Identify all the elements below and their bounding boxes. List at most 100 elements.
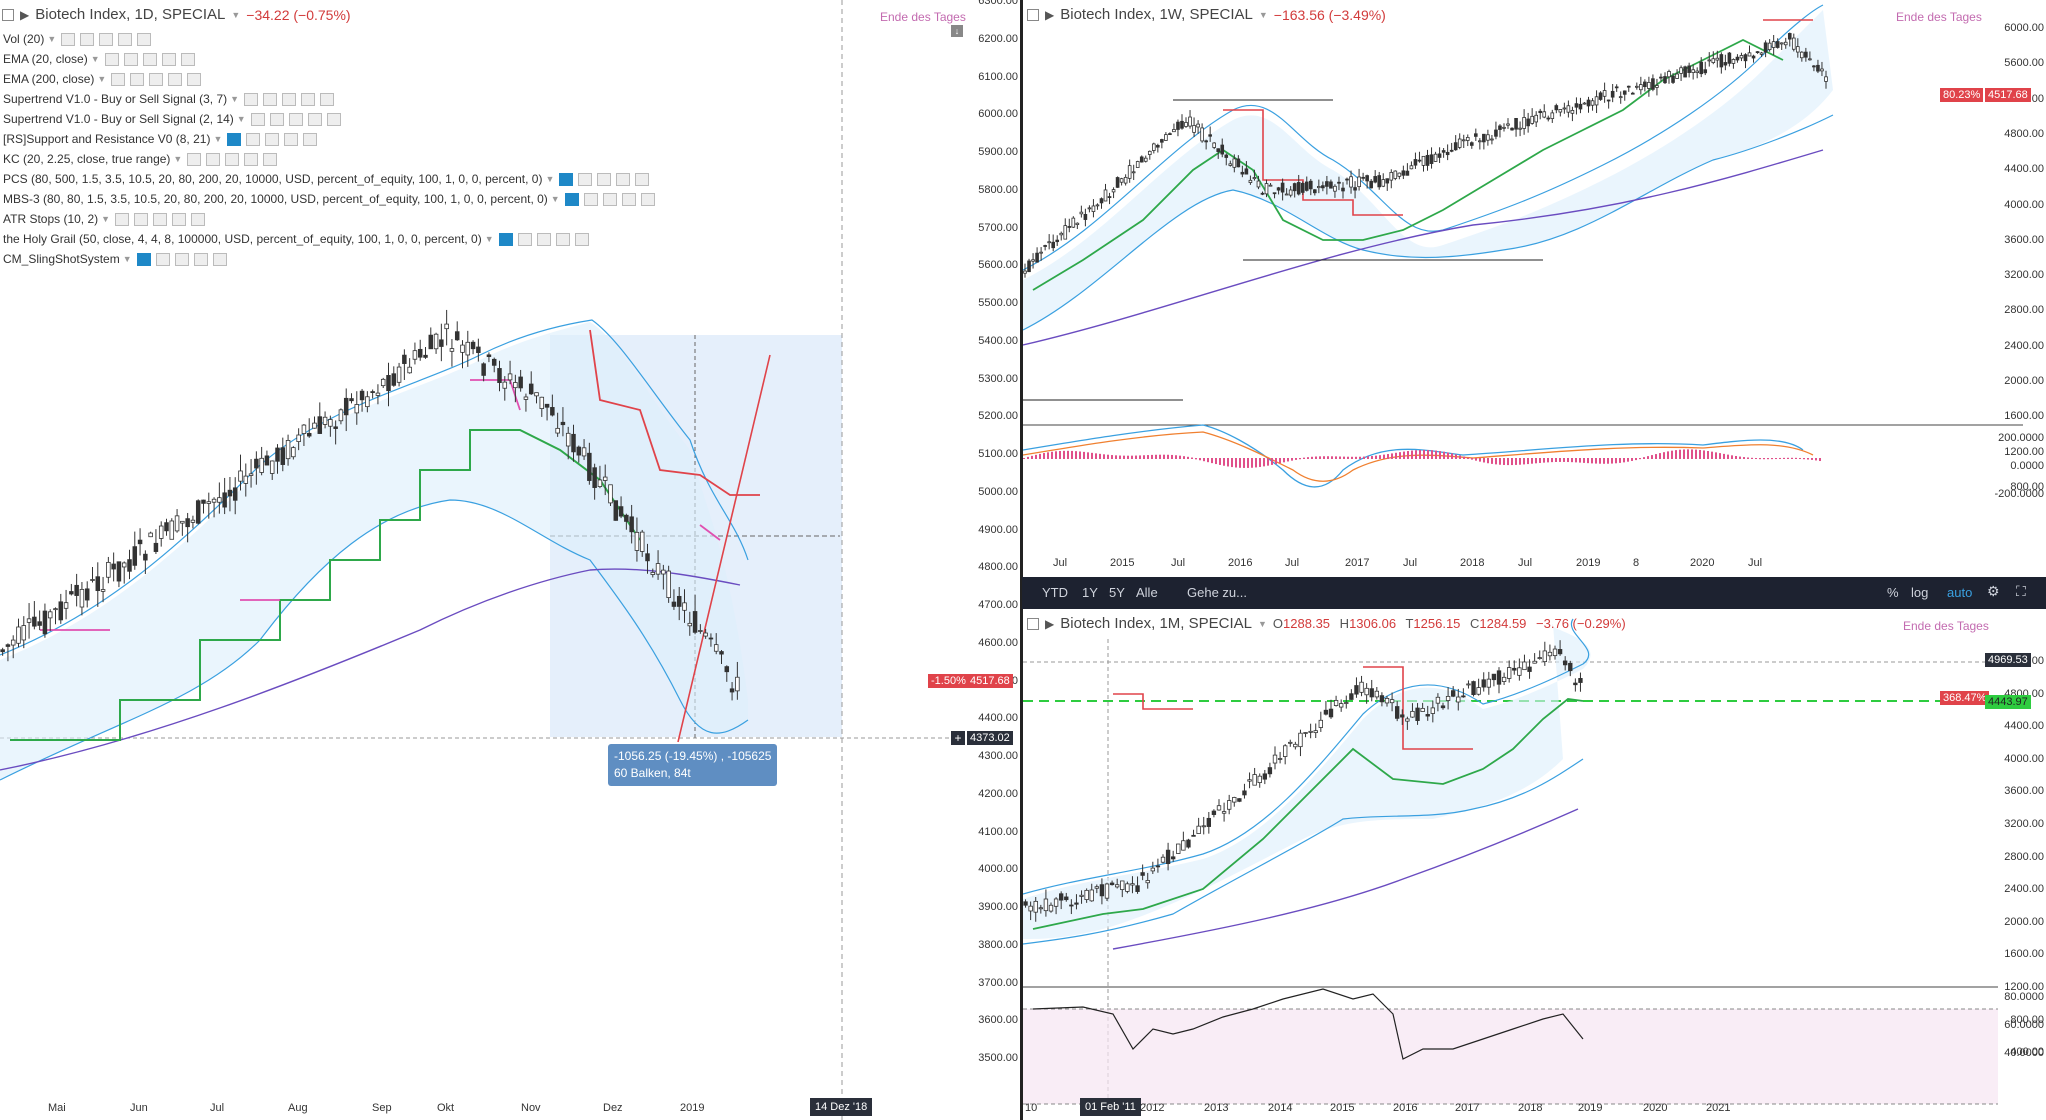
weekly-y-axis[interactable]: 6000.005600.005200.004800.004400.004000.… (1994, 0, 2046, 545)
monthly-chart-canvas[interactable] (1023, 609, 2046, 1120)
source-icon[interactable] (602, 192, 617, 206)
weekly-chart-title[interactable]: Biotech Index, 1W, SPECIAL (1060, 6, 1253, 23)
daily-chart-title[interactable]: Biotech Index, 1D, SPECIAL (35, 6, 226, 23)
close-icon[interactable] (180, 52, 195, 66)
source-icon[interactable] (149, 72, 164, 86)
add-icon[interactable] (307, 112, 322, 126)
range-all[interactable]: Alle (1136, 585, 1158, 600)
source-icon[interactable] (99, 32, 114, 46)
eye-icon[interactable] (498, 232, 513, 246)
add-icon[interactable] (118, 32, 133, 46)
chevron-down-icon[interactable]: ▼ (47, 34, 57, 44)
weekly-chart-panel[interactable]: ▶ Biotech Index, 1W, SPECIAL ▼ −163.56 (… (1023, 0, 2046, 577)
chevron-down-icon[interactable]: ▼ (231, 9, 241, 20)
indicator-label[interactable]: [RS]Support and Resistance V0 (8, 21) (3, 132, 211, 146)
indicator-label[interactable]: EMA (200, close) (3, 72, 95, 86)
indicator-label[interactable]: KC (20, 2.25, close, true range) (3, 152, 171, 166)
monthly-chart-title[interactable]: Biotech Index, 1M, SPECIAL (1060, 615, 1252, 632)
range-ytd[interactable]: YTD (1042, 585, 1068, 600)
settings-icon[interactable] (155, 252, 170, 266)
add-icon[interactable] (244, 152, 259, 166)
log-toggle[interactable]: log (1911, 585, 1929, 600)
range-5y[interactable]: 5Y (1109, 585, 1125, 600)
indicator-label[interactable]: ATR Stops (10, 2) (3, 212, 99, 226)
eye-icon[interactable] (115, 212, 130, 226)
eye-icon[interactable] (250, 112, 265, 126)
indicator-row[interactable]: ATR Stops (10, 2) ▼ (3, 212, 206, 226)
settings-icon[interactable] (123, 52, 138, 66)
settings-icon[interactable] (583, 192, 598, 206)
indicator-label[interactable]: Supertrend V1.0 - Buy or Sell Signal (2,… (3, 112, 234, 126)
source-icon[interactable] (282, 92, 297, 106)
add-icon[interactable]: + (951, 731, 965, 745)
chevron-down-icon[interactable]: ▼ (545, 174, 555, 184)
settings-icon[interactable] (263, 92, 278, 106)
indicator-row[interactable]: Supertrend V1.0 - Buy or Sell Signal (3,… (3, 92, 335, 106)
source-icon[interactable] (288, 112, 303, 126)
monthly-chart-panel[interactable]: ▶ Biotech Index, 1M, SPECIAL ▼ O1288.35 … (1023, 609, 2046, 1120)
daily-y-axis[interactable]: 6300.00 6200.00 6100.00 6000.00 5900.00 5800.… (968, 0, 1020, 1100)
close-icon[interactable] (187, 72, 202, 86)
goto-date-button[interactable]: Gehe zu... (1187, 585, 1247, 600)
source-icon[interactable] (265, 132, 280, 146)
source-icon[interactable] (225, 152, 240, 166)
settings-icon[interactable] (206, 152, 221, 166)
weekly-x-axis[interactable]: Jul 2015 Jul 2016 Jul 2017 Jul 2018 Jul 2019 8 2020… (1023, 553, 1994, 575)
indicator-row[interactable]: CM_SlingShotSystem ▼ (3, 252, 227, 266)
close-icon[interactable] (137, 32, 152, 46)
percent-toggle[interactable]: % (1887, 585, 1899, 600)
add-icon[interactable] (172, 212, 187, 226)
monthly-y-axis[interactable]: 5200.004800.004400.004000.003600.003200.… (1994, 609, 2046, 1109)
chevron-down-icon[interactable]: ▼ (97, 74, 107, 84)
indicator-label[interactable]: CM_SlingShotSystem (3, 252, 120, 266)
eye-icon[interactable] (187, 152, 202, 166)
close-icon[interactable] (320, 92, 335, 106)
eye-icon[interactable] (111, 72, 126, 86)
settings-icon[interactable] (80, 32, 95, 46)
collapse-icon[interactable] (1027, 8, 1039, 21)
monthly-x-axis[interactable]: 10 2012 2013 2014 2015 2016 2017 2018 2019 2020 20… (1023, 1098, 1994, 1120)
daily-x-axis[interactable]: Mai Jun Jul Aug Sep Okt Nov Dez 2019 (0, 1098, 968, 1120)
chevron-down-icon[interactable]: ▼ (1258, 618, 1267, 629)
add-icon[interactable] (616, 172, 631, 186)
close-icon[interactable] (635, 172, 650, 186)
settings-icon[interactable] (578, 172, 593, 186)
eye-icon[interactable] (61, 32, 76, 46)
daily-chart-panel[interactable]: ▶ Biotech Index, 1D, SPECIAL ▼ −34.22 (−… (0, 0, 1020, 1120)
eye-icon[interactable] (227, 132, 242, 146)
chevron-down-icon[interactable]: ▼ (90, 54, 100, 64)
source-icon[interactable] (597, 172, 612, 186)
indicator-row[interactable]: KC (20, 2.25, close, true range) ▼ (3, 152, 278, 166)
eye-icon[interactable] (559, 172, 574, 186)
range-1y[interactable]: 1Y (1082, 585, 1098, 600)
eye-icon[interactable] (136, 252, 151, 266)
indicator-row[interactable]: Vol (20) ▼ (3, 32, 152, 46)
panel-divider[interactable] (1020, 0, 1023, 1120)
close-icon[interactable] (640, 192, 655, 206)
source-icon[interactable] (142, 52, 157, 66)
add-icon[interactable] (193, 252, 208, 266)
add-icon[interactable] (284, 132, 299, 146)
chevron-down-icon[interactable]: ▼ (236, 114, 246, 124)
chevron-down-icon[interactable]: ▼ (101, 214, 111, 224)
eye-icon[interactable] (104, 52, 119, 66)
settings-icon[interactable] (130, 72, 145, 86)
source-icon[interactable] (536, 232, 551, 246)
close-icon[interactable] (574, 232, 589, 246)
close-icon[interactable] (263, 152, 278, 166)
source-icon[interactable] (174, 252, 189, 266)
settings-icon[interactable] (134, 212, 149, 226)
collapse-icon[interactable] (2, 8, 14, 21)
indicator-label[interactable]: Supertrend V1.0 - Buy or Sell Signal (3,… (3, 92, 228, 106)
indicator-label[interactable]: the Holy Grail (50, close, 4, 4, 8, 1000… (3, 232, 482, 246)
add-icon[interactable] (621, 192, 636, 206)
add-icon[interactable] (168, 72, 183, 86)
scroll-down-icon[interactable]: ↓ (951, 25, 963, 37)
indicator-row[interactable]: Supertrend V1.0 - Buy or Sell Signal (2,… (3, 112, 341, 126)
chevron-down-icon[interactable]: ▼ (122, 254, 132, 264)
chevron-down-icon[interactable]: ▼ (173, 154, 183, 164)
indicator-label[interactable]: MBS-3 (80, 80, 1.5, 3.5, 10.5, 20, 80, 2… (3, 192, 548, 206)
close-icon[interactable] (212, 252, 227, 266)
add-icon[interactable] (555, 232, 570, 246)
indicator-label[interactable]: Vol (20) (3, 32, 45, 46)
